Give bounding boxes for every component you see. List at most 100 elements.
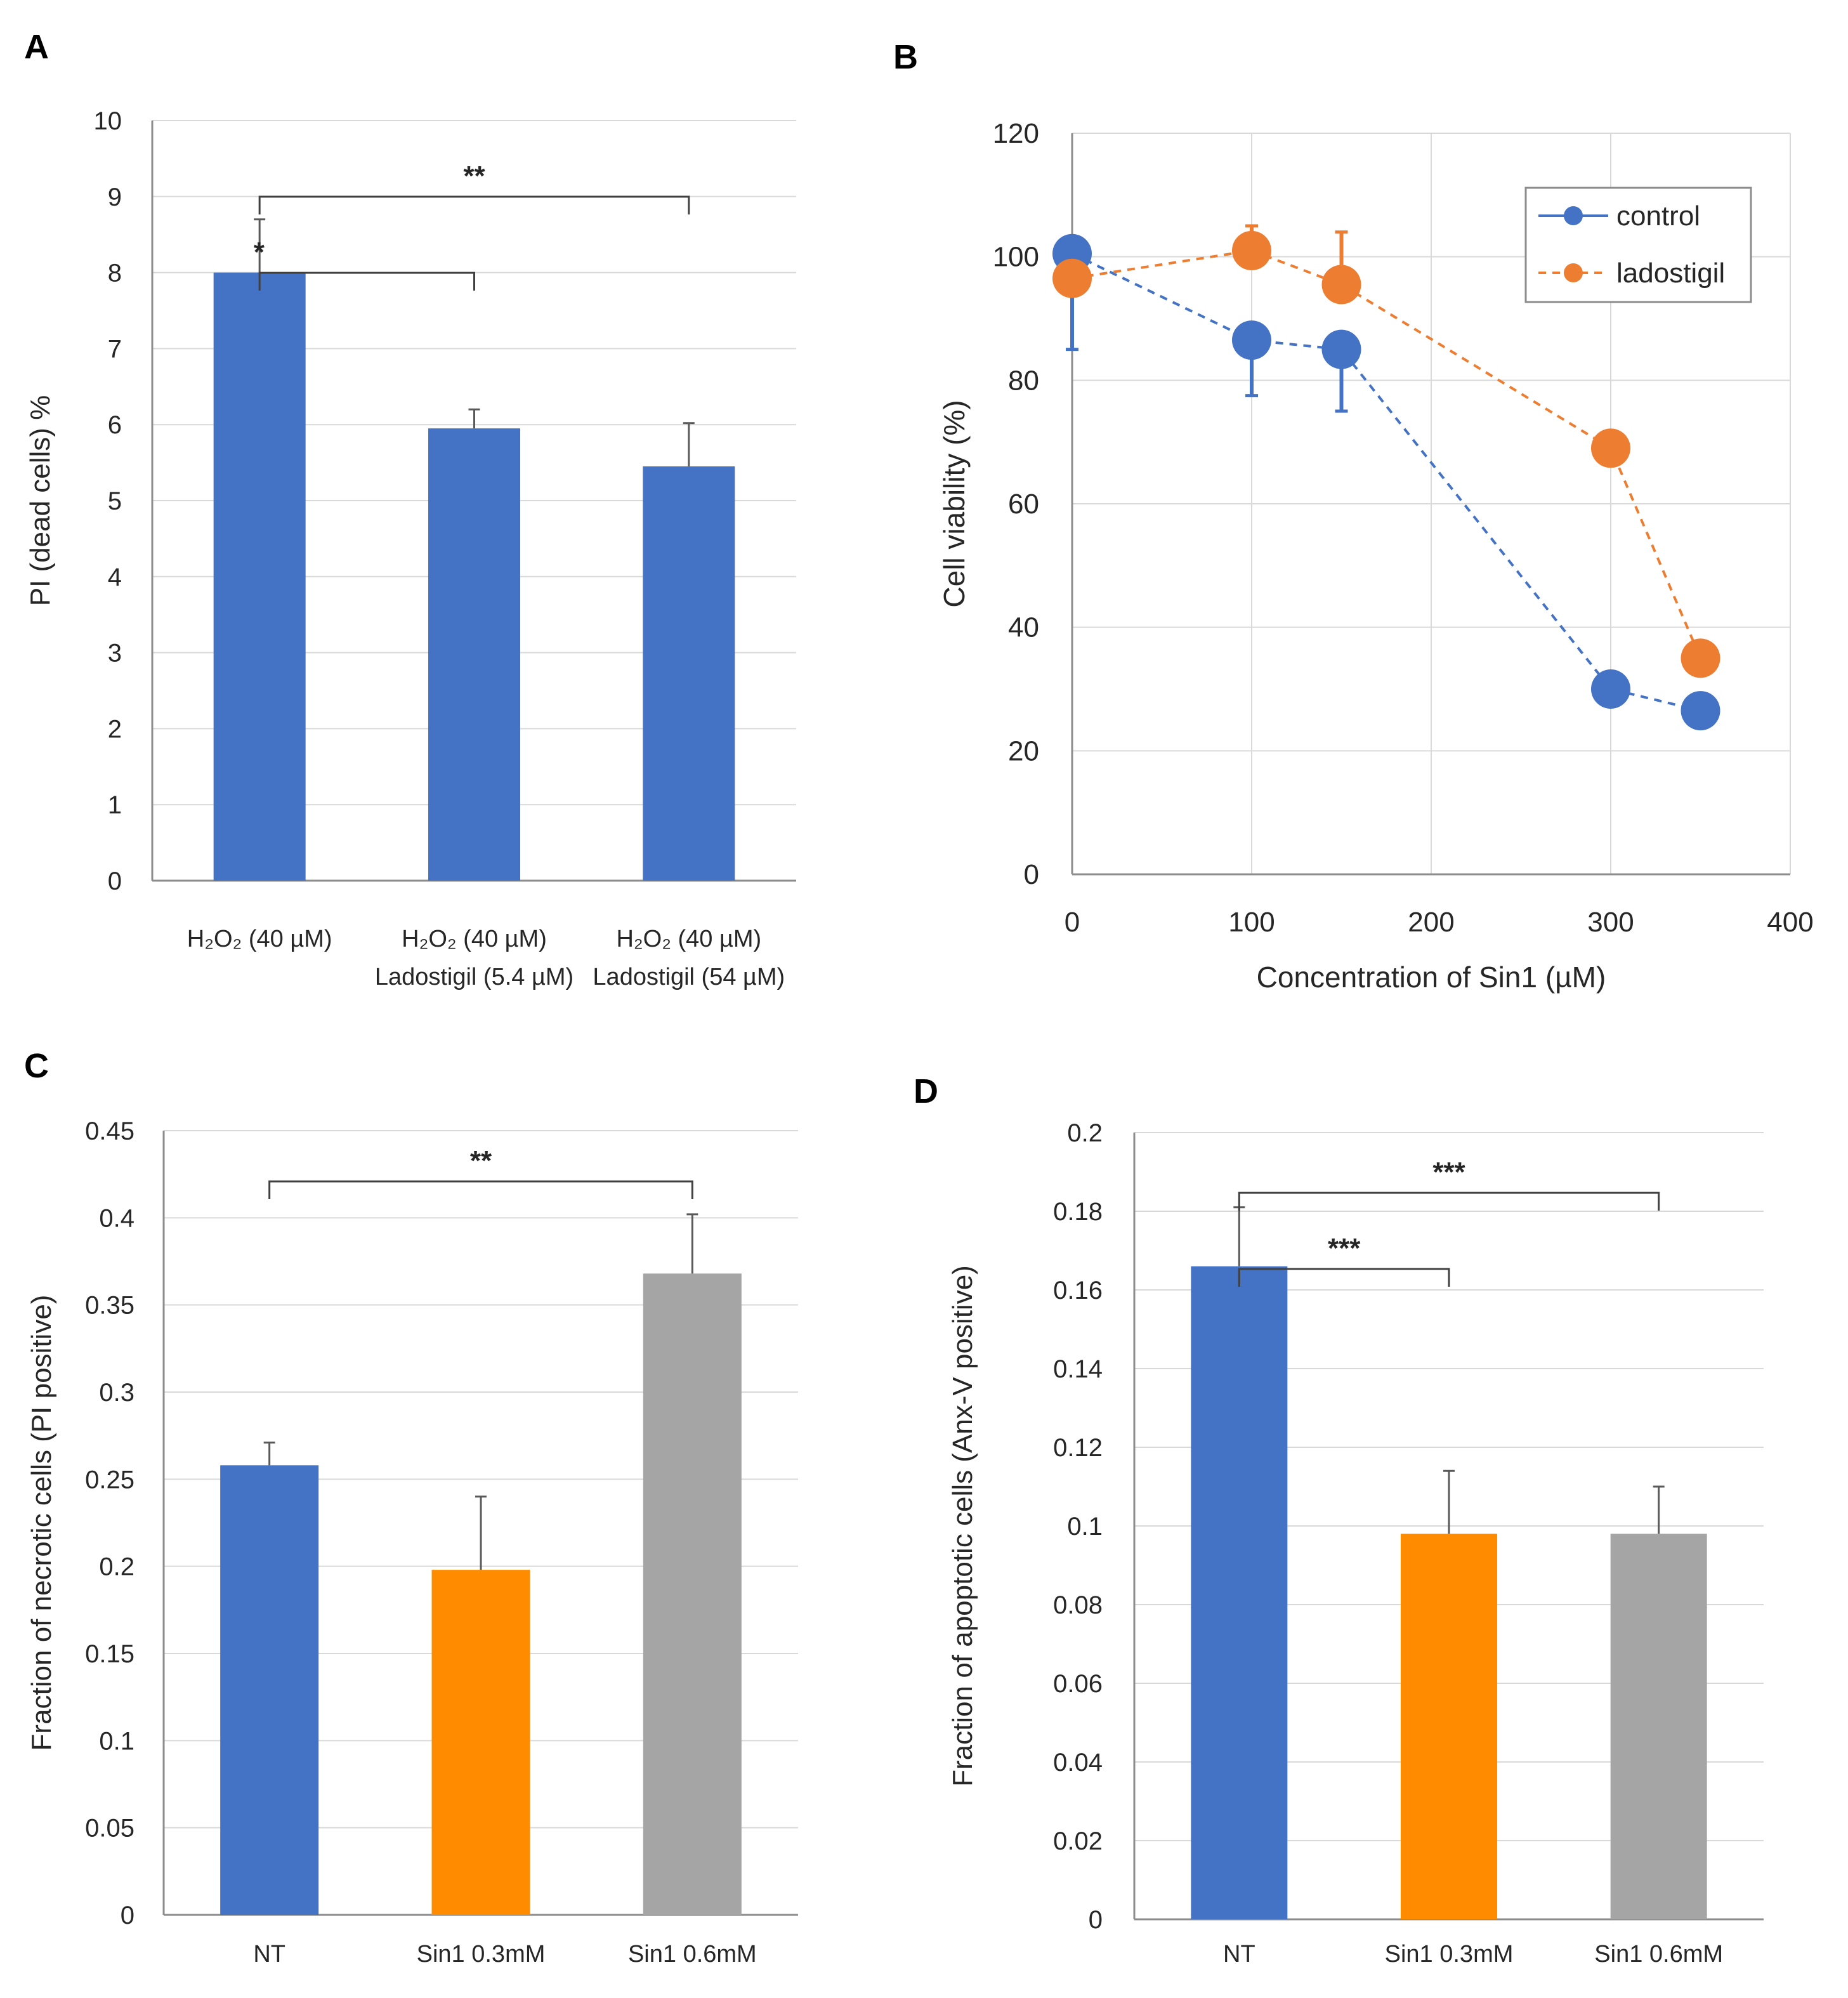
- significance-bracket: [1238, 1268, 1450, 1287]
- y-tick-label: 40: [1008, 612, 1039, 643]
- significance-bracket: [1238, 1192, 1660, 1211]
- y-tick-label: 0.08: [1053, 1591, 1103, 1619]
- y-tick-label: 0.12: [1053, 1434, 1103, 1462]
- panel-a-letter: A: [24, 28, 49, 66]
- significance-bracket: [258, 272, 475, 291]
- x-tick-label: 400: [1767, 907, 1813, 938]
- y-tick-label: 120: [993, 118, 1039, 149]
- category-label-line2: Ladostigil (54 µM): [593, 964, 785, 990]
- y-tick-label: 0.25: [85, 1466, 134, 1494]
- data-point-control: [1321, 329, 1361, 369]
- y-axis-title: Fraction of apoptotic cells (Anx-V posit…: [947, 1265, 978, 1787]
- y-tick-label: 0: [1089, 1906, 1103, 1934]
- significance-label: ***: [1328, 1233, 1361, 1264]
- x-tick-label: 100: [1228, 907, 1275, 938]
- panel-d: D 0 0.02 0.04 0.06 0.08 0.1 0.12 0.14 0.16 0.18 0.…: [914, 1072, 1764, 1968]
- y-tick-label: 0: [1024, 859, 1039, 890]
- significance-label: ***: [1432, 1157, 1465, 1188]
- y-tick-label: 7: [108, 335, 122, 363]
- y-tick-label: 0.14: [1053, 1355, 1103, 1383]
- y-axis-title: Fraction of necrotic cells (PI positive): [26, 1295, 57, 1751]
- y-tick-label: 0.1: [1067, 1513, 1103, 1541]
- y-tick-label: 6: [108, 411, 122, 439]
- y-tick-label: 0.15: [85, 1640, 134, 1668]
- series-line-control: [1071, 252, 1701, 713]
- y-tick-label: 60: [1008, 489, 1039, 520]
- category-label: NT: [1223, 1941, 1255, 1968]
- bar: [428, 428, 520, 881]
- y-tick-label: 0.05: [85, 1815, 134, 1843]
- legend-marker-ladostigil: [1564, 263, 1583, 282]
- y-tick-label: 3: [108, 640, 122, 667]
- significance-label: **: [463, 161, 485, 192]
- y-tick-label: 10: [94, 107, 122, 135]
- y-tick-label: 0: [121, 1902, 134, 1929]
- x-tick-label: 0: [1065, 907, 1080, 938]
- x-tick-label: 300: [1587, 907, 1634, 938]
- panel-c-letter: C: [24, 1047, 49, 1085]
- y-tick-label: 0.2: [99, 1553, 134, 1581]
- panel-a: A 0 1 2 3 4 5 6 7 8 9 10 PI (dead cells) % H₂O₂ (40 …: [24, 28, 796, 990]
- panel-b-letter: B: [893, 38, 918, 76]
- legend-label-ladostigil: ladostigil: [1616, 258, 1725, 289]
- y-tick-label: 0.18: [1053, 1198, 1103, 1226]
- category-label: NT: [253, 1941, 285, 1968]
- bar: [220, 1465, 319, 1915]
- y-tick-label: 20: [1008, 735, 1039, 766]
- category-label-line2: Ladostigil (5.4 µM): [375, 964, 573, 990]
- bar: [1610, 1534, 1707, 1919]
- y-tick-label: 5: [108, 487, 122, 515]
- y-axis-title: Cell viability (%): [938, 400, 971, 607]
- bar: [431, 1570, 530, 1915]
- y-tick-label: 8: [108, 260, 122, 287]
- x-tick-label: 200: [1408, 907, 1454, 938]
- category-label: H₂O₂ (40 µM): [402, 926, 547, 952]
- legend-marker-control: [1564, 206, 1583, 225]
- significance-bracket: [268, 1180, 693, 1199]
- data-point-control: [1232, 320, 1271, 360]
- category-label: Sin1 0.3mM: [417, 1941, 546, 1968]
- bar: [1191, 1266, 1288, 1919]
- data-point-ladostigil: [1232, 230, 1271, 270]
- data-point-ladostigil: [1591, 428, 1630, 468]
- panel-d-letter: D: [914, 1072, 938, 1110]
- significance-label: **: [470, 1145, 492, 1176]
- category-label: Sin1 0.6mM: [1594, 1941, 1723, 1968]
- y-tick-label: 0.06: [1053, 1670, 1103, 1698]
- data-point-ladostigil: [1052, 258, 1092, 298]
- y-tick-label: 0.04: [1053, 1749, 1103, 1777]
- y-axis-title: PI (dead cells) %: [25, 395, 56, 607]
- y-tick-label: 0.02: [1053, 1827, 1103, 1855]
- significance-label: *: [254, 237, 265, 268]
- category-label: Sin1 0.3mM: [1385, 1941, 1514, 1968]
- panel-b-scatter-chart: 0 20 40 60 80 100 120 0 100 200 300 400 Concentratio…: [938, 118, 1814, 994]
- y-tick-label: 0.16: [1053, 1277, 1103, 1305]
- data-point-control: [1591, 669, 1630, 709]
- y-tick-label: 9: [108, 183, 122, 211]
- y-tick-label: 2: [108, 715, 122, 743]
- y-tick-label: 0.2: [1067, 1119, 1103, 1147]
- panel-c: C 0 0.05 0.1 0.15 0.2 0.25 0.3 0.35 0.4 0.45 Fract…: [24, 1047, 798, 1968]
- category-label: Sin1 0.6mM: [628, 1941, 757, 1968]
- y-tick-label: 4: [108, 563, 122, 591]
- significance-bracket: [258, 195, 690, 214]
- y-tick-label: 0.3: [99, 1379, 134, 1407]
- panel-c-bar-chart: 0 0.05 0.1 0.15 0.2 0.25 0.3 0.35 0.4 0.45 Fractio…: [26, 1117, 798, 1968]
- x-axis-title: Concentration of Sin1 (µM): [1257, 961, 1606, 994]
- y-tick-label: 0.1: [99, 1727, 134, 1755]
- y-tick-label: 0.4: [99, 1204, 134, 1232]
- panel-a-bar-chart: 0 1 2 3 4 5 6 7 8 9 10 PI (dead cells) % H₂O₂ (40 µM…: [25, 107, 796, 990]
- category-label: H₂O₂ (40 µM): [616, 926, 761, 952]
- y-tick-label: 0.45: [85, 1117, 134, 1145]
- y-tick-label: 1: [108, 791, 122, 819]
- data-point-ladostigil: [1681, 638, 1720, 678]
- y-tick-label: 80: [1008, 365, 1039, 396]
- bar: [213, 272, 306, 881]
- bar: [643, 466, 735, 881]
- panel-b: B 0 20 40 60 80 100 120 0 100 200 300 400 Concentrat…: [893, 38, 1814, 994]
- y-tick-label: 0: [108, 867, 122, 895]
- data-point-control: [1681, 691, 1720, 731]
- bar: [643, 1273, 742, 1915]
- legend-label-control: control: [1616, 200, 1700, 232]
